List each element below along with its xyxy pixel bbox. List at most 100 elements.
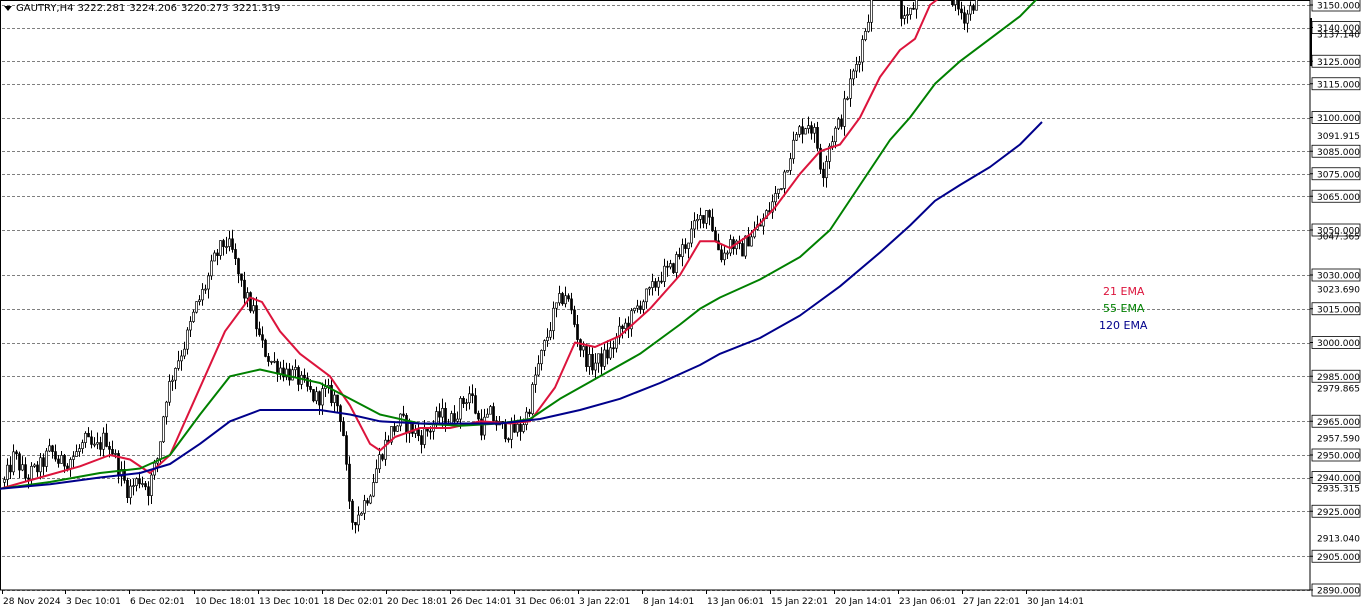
candle [672,262,675,274]
candle [369,494,372,505]
candle [969,1,972,21]
candle [690,220,693,248]
level-price-tag: 3075.000 [1310,167,1361,180]
time-tick: 15 Jan 22:01 [770,590,828,607]
candle [492,402,495,422]
candle [249,291,252,314]
candle [177,350,180,371]
candle [18,451,21,478]
candle [366,497,369,506]
candle [390,426,393,445]
svg-text:3050.000: 3050.000 [1317,227,1360,237]
candle [315,386,318,405]
candle [558,285,561,306]
candle [381,453,384,462]
svg-text:20 Jan 14:01: 20 Jan 14:01 [835,597,892,607]
legend-ema120: 120 EMA [1099,319,1148,332]
candle [294,359,297,378]
candle [312,389,315,403]
candle [486,408,489,418]
candle [318,390,321,415]
candle [975,0,978,11]
svg-text:3150.000: 3150.000 [1317,2,1360,12]
time-tick: 3 Jan 22:01 [578,590,630,607]
candle [951,0,954,7]
svg-text:2985.000: 2985.000 [1317,373,1360,383]
candle [363,494,366,520]
candle [6,458,9,487]
candle [864,28,867,42]
candle [228,230,231,252]
candle [453,405,456,424]
candle [603,343,606,370]
candle [261,326,264,348]
candle [72,451,75,469]
candle [111,440,114,457]
candle [441,398,444,427]
candle [963,6,966,31]
svg-text:13 Dec 10:01: 13 Dec 10:01 [259,597,320,607]
candle [915,0,918,19]
candle [729,234,732,257]
level-price-tag: 2940.000 [1310,471,1361,484]
time-tick: 20 Jan 14:01 [834,590,892,607]
candle [957,0,960,16]
candle [333,390,336,412]
candle [843,90,846,136]
candle [51,444,54,459]
candle [474,388,477,415]
time-tick: 31 Dec 06:01 [514,590,576,607]
candle [165,400,168,425]
candle [681,238,684,267]
candle [801,118,804,144]
candle [192,309,195,323]
candle [867,14,870,33]
time-tick: 23 Jan 06:01 [898,590,956,607]
svg-text:3085.000: 3085.000 [1317,148,1360,158]
level-price-tag: 3100.000 [1310,111,1361,124]
candle [711,208,714,232]
candle [201,283,204,306]
candle [285,362,288,381]
candle [48,438,51,453]
candle [189,316,192,338]
svg-text:6 Dec 02:01: 6 Dec 02:01 [130,597,185,607]
candle [675,251,678,280]
candle [84,431,87,448]
candle [822,162,825,187]
candle [270,360,273,365]
candle [780,188,783,191]
candle [15,449,18,460]
candle [606,340,609,365]
candle [594,353,597,380]
caret-down-icon[interactable] [4,5,12,11]
candle [255,296,258,337]
candle [849,69,852,107]
candle [126,477,129,503]
candle [696,214,699,230]
candle [783,169,786,196]
candle [909,7,912,20]
candle [276,358,279,382]
candle [861,35,864,72]
candle [579,338,582,357]
candle [75,444,78,457]
svg-text:3023.690: 3023.690 [1317,286,1360,296]
candle [81,439,84,454]
candle [489,404,492,415]
candle [507,437,510,443]
candle [852,68,855,86]
candle [396,425,399,432]
level-price-tag: 3015.000 [1310,302,1361,315]
candle [198,295,201,306]
candle [555,302,558,318]
svg-text:2905.000: 2905.000 [1317,553,1360,563]
candle [354,522,357,534]
candle [702,215,705,229]
candle [180,350,183,371]
candle [708,209,711,226]
level-price-tag: 3050.000 [1310,223,1361,237]
candle [720,244,723,263]
candle [21,456,24,472]
